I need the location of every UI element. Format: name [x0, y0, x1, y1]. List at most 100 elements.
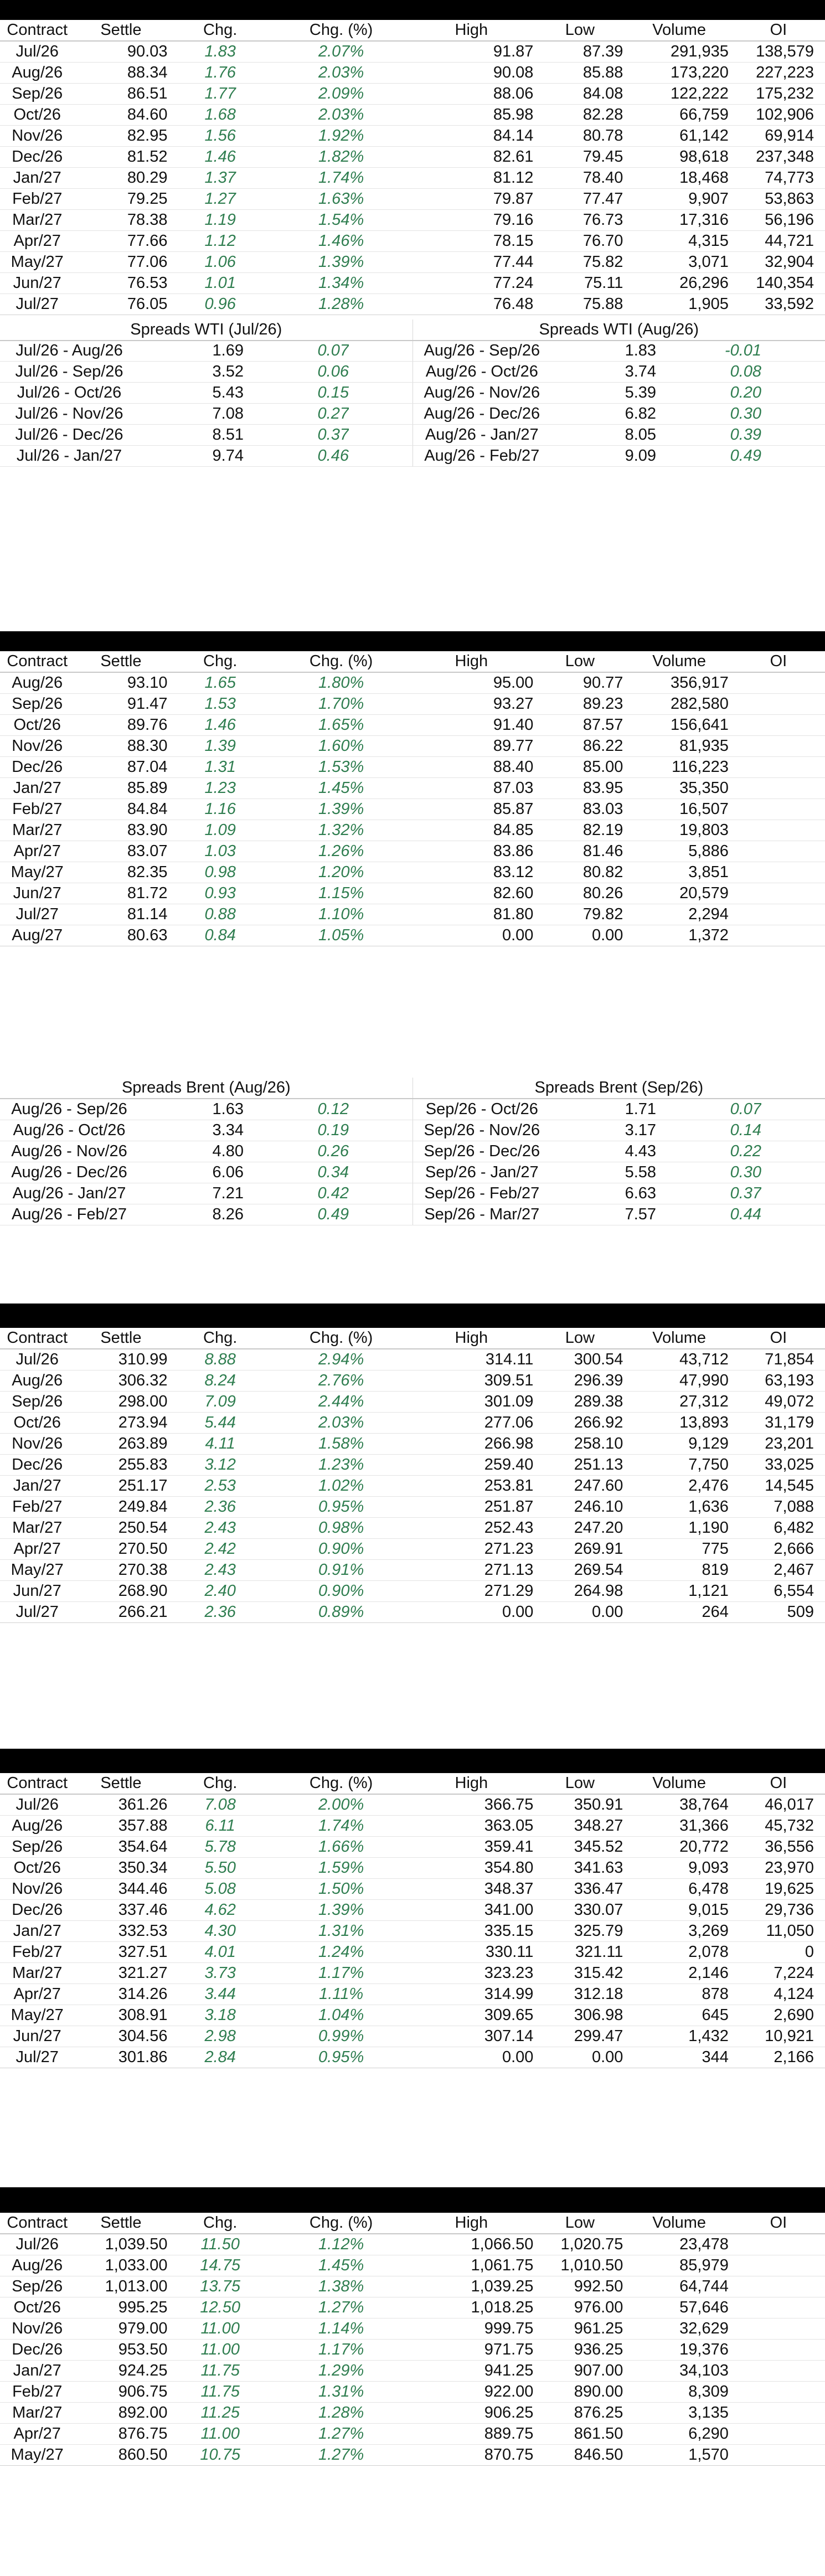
section-header-bar [0, 631, 825, 651]
column-header: Low [533, 651, 627, 673]
oi-cell [731, 756, 825, 778]
settle-cell: 906.75 [74, 2381, 168, 2403]
table-row: Sep/26 298.00 7.09 2.44% 301.09 289.38 27,312 4… [0, 1391, 825, 1413]
table-row: Apr/27 270.50 2.42 0.90% 271.23 269.91 775 2,66… [0, 1538, 825, 1560]
low-cell: 86.22 [533, 735, 627, 757]
change-cell: 1.12 [167, 230, 273, 252]
low-cell: 336.47 [533, 1878, 627, 1900]
change-cell: 11.75 [167, 2381, 273, 2403]
settle-cell: 1,033.00 [74, 2255, 168, 2276]
high-cell: 88.40 [409, 756, 534, 778]
change-pct-cell: 1.27% [272, 2297, 410, 2319]
change-pct-cell: 1.17% [272, 1962, 410, 1984]
low-cell: 345.52 [533, 1836, 627, 1858]
volume-cell: 17,316 [626, 209, 732, 231]
column-header: Low [533, 2213, 627, 2234]
oi-cell [731, 672, 825, 694]
column-header: Chg. (%) [272, 20, 410, 42]
high-cell: 314.99 [409, 1983, 534, 2005]
spacer [349, 1183, 413, 1204]
high-cell: 359.41 [409, 1836, 534, 1858]
table-row: Jul/27 76.05 0.96 1.28% 76.48 75.88 1,905 33,59… [0, 293, 825, 315]
change-cell: 3.73 [167, 1962, 273, 1984]
section-header-bar [0, 1304, 825, 1328]
spread-row: Aug/26 - Nov/26 4.80 0.26 Sep/26 - Dec/26 4.… [0, 1141, 825, 1162]
change-cell: 4.11 [167, 1433, 273, 1455]
low-cell: 907.00 [533, 2360, 627, 2382]
change-cell: 11.50 [167, 2234, 273, 2255]
change-cell: 14.75 [167, 2255, 273, 2276]
settle-cell: 82.95 [74, 125, 168, 147]
spread-pair-cell: Sep/26 - Feb/27 [412, 1183, 551, 1204]
spread-change-cell: 0.12 [244, 1099, 349, 1120]
change-cell: 2.40 [167, 1580, 273, 1602]
volume-cell: 9,907 [626, 188, 732, 210]
change-cell: 0.98 [167, 862, 273, 883]
spread-value-cell: 4.80 [138, 1141, 244, 1162]
settle-cell: 953.50 [74, 2339, 168, 2361]
contract-cell: Nov/26 [0, 2318, 75, 2340]
volume-cell: 1,190 [626, 1517, 732, 1539]
change-pct-cell: 1.46% [272, 230, 410, 252]
spread-pair-cell: Aug/26 - Oct/26 [412, 361, 551, 383]
high-cell: 85.98 [409, 104, 534, 126]
low-cell: 350.91 [533, 1794, 627, 1816]
oi-cell: 74,773 [731, 167, 825, 189]
contract-cell: Aug/26 [0, 1370, 75, 1392]
volume-cell: 2,476 [626, 1475, 732, 1497]
contract-cell: Aug/27 [0, 925, 75, 946]
spread-change-cell: 0.37 [244, 424, 349, 446]
low-cell: 258.10 [533, 1433, 627, 1455]
low-cell: 0.00 [533, 1601, 627, 1623]
contract-cell: Dec/26 [0, 2339, 75, 2361]
low-cell: 82.19 [533, 820, 627, 841]
spreads-title-left: Spreads Brent (Aug/26) [0, 1078, 413, 1099]
change-pct-cell: 2.00% [272, 1794, 410, 1816]
contract-cell: Feb/27 [0, 1496, 75, 1518]
spread-change-cell: 0.34 [244, 1162, 349, 1183]
high-cell: 253.81 [409, 1475, 534, 1497]
high-cell: 323.23 [409, 1962, 534, 1984]
table-row: Mar/27 321.27 3.73 1.17% 323.23 315.42 2,146 7,… [0, 1962, 825, 1984]
volume-cell: 43,712 [626, 1349, 732, 1371]
spacer [761, 382, 825, 404]
column-header: Low [533, 20, 627, 42]
spread-change-cell: 0.30 [656, 1162, 762, 1183]
settle-cell: 304.56 [74, 2026, 168, 2047]
low-cell: 976.00 [533, 2297, 627, 2319]
spread-pair-cell: Sep/26 - Nov/26 [412, 1120, 551, 1141]
table-row: Jul/26 1,039.50 11.50 1.12% 1,066.50 1,020.75… [0, 2234, 825, 2255]
spread-row: Jul/26 - Jan/27 9.74 0.46 Aug/26 - Feb/27 9.… [0, 445, 825, 467]
contract-cell: Jan/27 [0, 1475, 75, 1497]
settle-cell: 1,039.50 [74, 2234, 168, 2255]
oi-cell: 14,545 [731, 1475, 825, 1497]
change-pct-cell: 1.32% [272, 820, 410, 841]
change-pct-cell: 1.05% [272, 925, 410, 946]
volume-cell: 16,507 [626, 798, 732, 820]
volume-cell: 3,269 [626, 1920, 732, 1942]
oi-cell: 6,554 [731, 1580, 825, 1602]
low-cell: 315.42 [533, 1962, 627, 1984]
table-row: Feb/27 249.84 2.36 0.95% 251.87 246.10 1,636 7,… [0, 1496, 825, 1518]
volume-cell: 61,142 [626, 125, 732, 147]
change-pct-cell: 1.53% [272, 756, 410, 778]
contract-cell: Jul/27 [0, 904, 75, 925]
high-cell: 88.06 [409, 83, 534, 105]
high-cell: 79.87 [409, 188, 534, 210]
change-pct-cell: 1.24% [272, 1941, 410, 1963]
table-header-row: Contract Settle Chg. Chg. (%) High Low Volume O… [0, 1773, 825, 1795]
volume-cell: 34,103 [626, 2360, 732, 2382]
oi-cell [731, 2381, 825, 2403]
oi-cell [731, 2360, 825, 2382]
table-row: Oct/26 350.34 5.50 1.59% 354.80 341.63 9,093 23… [0, 1857, 825, 1879]
spread-value-cell: 8.26 [138, 1204, 244, 1225]
oi-cell: 2,166 [731, 2047, 825, 2068]
high-cell: 81.12 [409, 167, 534, 189]
oi-cell [731, 862, 825, 883]
high-cell: 341.00 [409, 1899, 534, 1921]
column-header: Chg. (%) [272, 651, 410, 673]
section-header-bar [0, 0, 825, 20]
table-row: Dec/26 255.83 3.12 1.23% 259.40 251.13 7,750 33… [0, 1454, 825, 1476]
spread-change-cell: -0.01 [656, 340, 762, 362]
high-cell: 335.15 [409, 1920, 534, 1942]
